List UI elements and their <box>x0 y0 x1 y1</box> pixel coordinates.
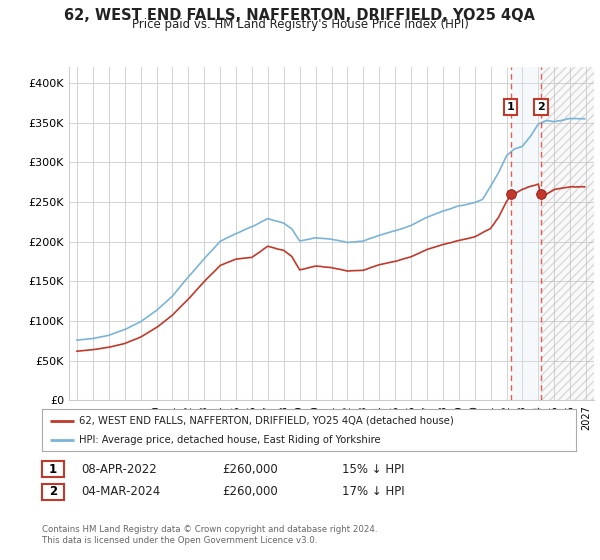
Text: 2: 2 <box>537 102 545 112</box>
Text: 62, WEST END FALLS, NAFFERTON, DRIFFIELD, YO25 4QA: 62, WEST END FALLS, NAFFERTON, DRIFFIELD… <box>65 8 536 24</box>
Text: 1: 1 <box>507 102 515 112</box>
Bar <box>511 67 541 400</box>
Text: £260,000: £260,000 <box>222 463 278 476</box>
Text: Price paid vs. HM Land Registry's House Price Index (HPI): Price paid vs. HM Land Registry's House … <box>131 18 469 31</box>
Text: 62, WEST END FALLS, NAFFERTON, DRIFFIELD, YO25 4QA (detached house): 62, WEST END FALLS, NAFFERTON, DRIFFIELD… <box>79 416 454 426</box>
Text: 2: 2 <box>49 485 57 498</box>
Bar <box>541 67 594 400</box>
Text: 04-MAR-2024: 04-MAR-2024 <box>81 485 160 498</box>
Text: 17% ↓ HPI: 17% ↓ HPI <box>342 485 404 498</box>
Bar <box>541 67 594 400</box>
Text: 1: 1 <box>49 463 57 476</box>
Text: 15% ↓ HPI: 15% ↓ HPI <box>342 463 404 476</box>
Text: Contains HM Land Registry data © Crown copyright and database right 2024.
This d: Contains HM Land Registry data © Crown c… <box>42 525 377 545</box>
Text: 08-APR-2022: 08-APR-2022 <box>81 463 157 476</box>
Text: £260,000: £260,000 <box>222 485 278 498</box>
Text: HPI: Average price, detached house, East Riding of Yorkshire: HPI: Average price, detached house, East… <box>79 435 381 445</box>
